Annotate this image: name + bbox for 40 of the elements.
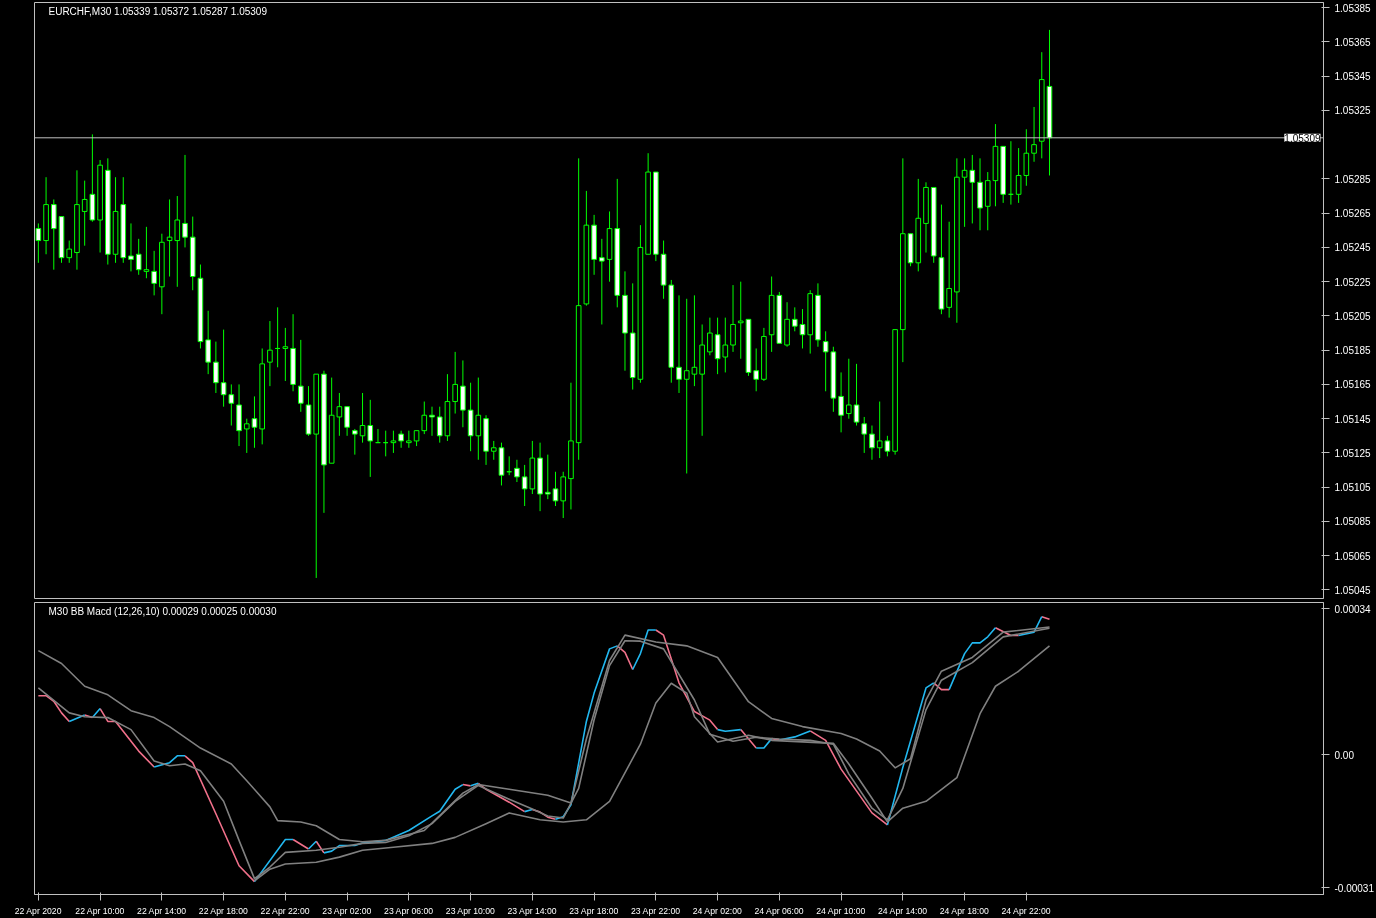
y-tick-label: 1.05065 (1334, 550, 1372, 562)
y-tick-label: 0.00 (1334, 749, 1355, 761)
chart-title: EURCHF,M30 1.05339 1.05372 1.05287 1.05309 (48, 5, 268, 17)
y-tick-label: 1.05125 (1334, 447, 1372, 459)
x-tick-label: 23 Apr 06:00 (384, 905, 434, 916)
y-tick-label: 1.05185 (1334, 345, 1372, 357)
x-tick-label: 22 Apr 18:00 (198, 905, 249, 916)
x-tick-label: 24 Apr 02:00 (692, 905, 743, 916)
x-tick-label: 24 Apr 10:00 (816, 905, 866, 916)
x-tick-label: 24 Apr 18:00 (939, 905, 990, 916)
x-tick-label: 22 Apr 10:00 (75, 905, 125, 916)
y-tick-label: 1.05205 (1334, 310, 1372, 322)
x-tick-label: 23 Apr 22:00 (631, 905, 681, 916)
y-tick-label: 1.05165 (1334, 379, 1372, 391)
x-tick-label: 24 Apr 14:00 (878, 905, 928, 916)
y-tick-label: 1.05245 (1334, 242, 1372, 254)
y-tick-label: 1.05225 (1334, 276, 1372, 288)
ref-line-label: 1.05309 (1284, 132, 1321, 144)
x-tick-label: 24 Apr 06:00 (754, 905, 804, 916)
y-tick-label: 1.05105 (1334, 482, 1372, 494)
y-tick-label: 1.05145 (1334, 413, 1372, 425)
y-tick-label: 1.05285 (1334, 173, 1372, 185)
y-tick-label: 1.05345 (1334, 71, 1372, 83)
x-tick-label: 23 Apr 10:00 (445, 905, 496, 916)
y-tick-label: 1.05085 (1334, 516, 1372, 528)
x-tick-label: 23 Apr 18:00 (569, 905, 619, 916)
chart-title: M30 BB Macd (12,26,10) 0.00029 0.00025 0.00030 (48, 605, 277, 617)
x-tick-label: 22 Apr 2020 (14, 905, 62, 916)
y-tick-label: 0.00034 (1334, 603, 1372, 615)
y-tick-label: 1.05325 (1334, 105, 1372, 117)
y-tick-label: 1.05265 (1334, 208, 1372, 220)
x-tick-label: 23 Apr 02:00 (322, 905, 372, 916)
x-tick-label: 24 Apr 22:00 (1001, 905, 1051, 916)
x-tick-label: 22 Apr 22:00 (260, 905, 310, 916)
y-tick-label: -0.00031 (1334, 882, 1375, 894)
x-tick-label: 22 Apr 14:00 (137, 905, 187, 916)
x-tick-label: 23 Apr 14:00 (507, 905, 557, 916)
y-tick-label: 1.05045 (1334, 584, 1372, 596)
y-tick-label: 1.05365 (1334, 36, 1372, 48)
y-tick-label: 1.05385 (1334, 2, 1372, 14)
